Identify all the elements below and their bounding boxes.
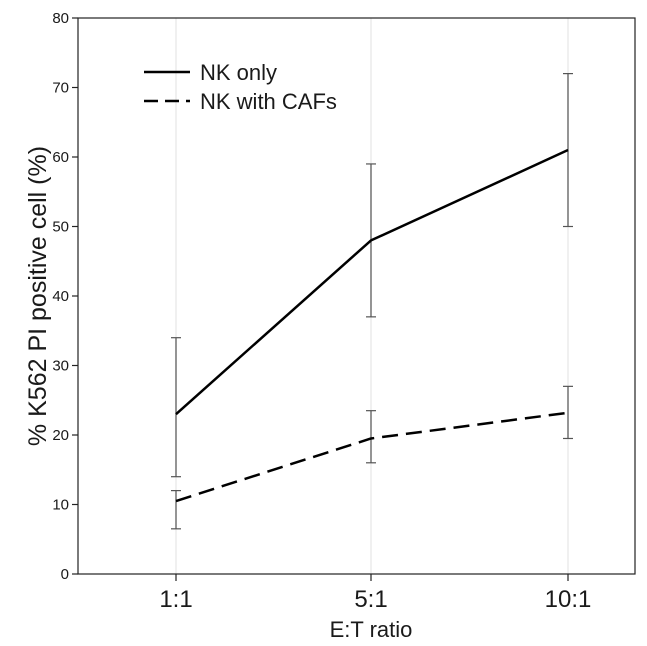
legend-item-nk-with-cafs: NK with CAFs bbox=[144, 89, 337, 114]
x-tick-label: 1:1 bbox=[159, 586, 192, 613]
x-axis-title: E:T ratio bbox=[330, 617, 413, 642]
y-tick-label: 80 bbox=[52, 10, 69, 27]
y-tick-label: 10 bbox=[52, 497, 69, 514]
y-tick-label: 50 bbox=[52, 219, 69, 236]
x-axis: 1:1 5:1 10:1 bbox=[159, 574, 591, 613]
error-bars bbox=[171, 72, 573, 530]
series-line-nk-with-cafs bbox=[175, 411, 569, 503]
x-tick-label: 10:1 bbox=[545, 586, 592, 613]
legend-item-nk-only: NK only bbox=[144, 60, 277, 85]
y-tick-label: 20 bbox=[52, 427, 69, 444]
x-tick-label: 5:1 bbox=[354, 586, 387, 613]
series-lines bbox=[175, 148, 569, 503]
plot-frame bbox=[77, 17, 636, 575]
series-line-nk-only bbox=[175, 148, 569, 416]
y-tick-label: 70 bbox=[52, 80, 69, 97]
y-tick-label: 40 bbox=[52, 288, 69, 305]
legend-label: NK with CAFs bbox=[200, 89, 337, 114]
y-tick-label: 30 bbox=[52, 358, 69, 375]
y-tick-label: 60 bbox=[52, 149, 69, 166]
y-axis: 0 10 20 30 40 50 60 70 80 bbox=[52, 10, 78, 583]
legend-label: NK only bbox=[200, 60, 277, 85]
y-tick-label: 0 bbox=[61, 566, 69, 583]
y-axis-title: % K562 PI positive cell (%) bbox=[24, 146, 52, 446]
legend: NK only NK with CAFs bbox=[144, 60, 337, 114]
